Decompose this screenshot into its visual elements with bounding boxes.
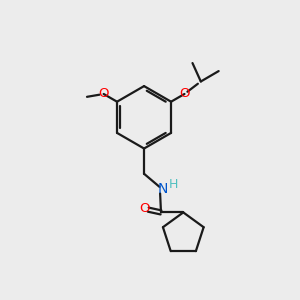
Text: O: O [140,202,150,215]
Text: O: O [98,88,109,100]
Text: H: H [169,178,178,191]
Text: N: N [157,182,168,196]
Text: O: O [179,88,190,100]
